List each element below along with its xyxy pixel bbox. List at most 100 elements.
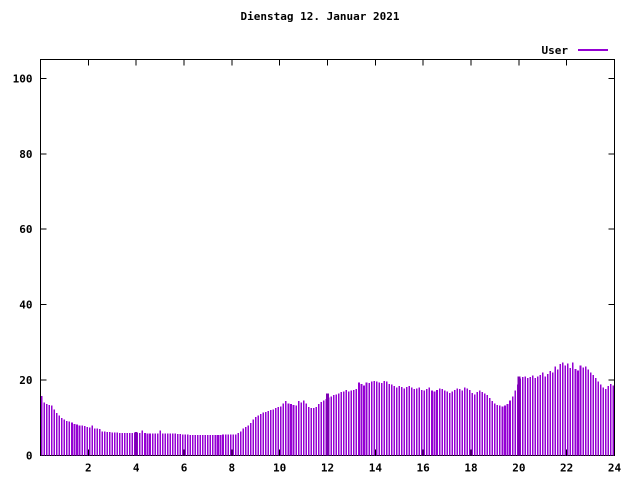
data-bar bbox=[53, 409, 56, 456]
data-bar bbox=[244, 426, 247, 456]
data-bar bbox=[71, 422, 73, 456]
x-tick-label: 4 bbox=[133, 462, 140, 475]
data-bar bbox=[383, 380, 385, 456]
x-tick-label: 2 bbox=[85, 462, 92, 475]
data-bar bbox=[531, 375, 534, 456]
data-bar bbox=[411, 387, 413, 456]
data-bar bbox=[247, 425, 249, 456]
data-bar bbox=[373, 380, 375, 456]
data-bar bbox=[267, 411, 270, 456]
data-bar bbox=[192, 434, 194, 456]
data-bar bbox=[83, 426, 86, 456]
data-bar bbox=[312, 407, 315, 456]
data-bar bbox=[161, 433, 164, 456]
data-bar bbox=[131, 432, 134, 456]
data-bar bbox=[544, 376, 547, 456]
data-bar bbox=[451, 391, 453, 456]
data-bar bbox=[184, 434, 187, 456]
data-bar bbox=[181, 434, 184, 456]
data-bar bbox=[491, 401, 494, 456]
data-bar bbox=[400, 386, 403, 456]
data-bar bbox=[144, 432, 146, 456]
data-bar bbox=[237, 432, 239, 456]
y-tick-label: 0 bbox=[26, 450, 33, 463]
data-bar bbox=[463, 387, 466, 456]
legend-label: User bbox=[542, 44, 569, 57]
data-bar bbox=[149, 433, 151, 456]
data-bar bbox=[68, 421, 71, 456]
data-bar bbox=[277, 407, 280, 456]
data-bar bbox=[322, 400, 325, 456]
data-bar bbox=[179, 434, 181, 456]
y-tick-label: 20 bbox=[19, 374, 32, 387]
data-bar bbox=[305, 403, 307, 456]
data-bar bbox=[199, 434, 202, 456]
data-bar bbox=[207, 435, 209, 456]
data-bar bbox=[204, 435, 207, 456]
data-bar bbox=[453, 389, 456, 456]
data-bar bbox=[479, 390, 481, 456]
data-bar bbox=[388, 383, 390, 456]
data-bar bbox=[91, 425, 93, 456]
data-bar bbox=[484, 393, 486, 456]
data-bar bbox=[242, 428, 244, 456]
data-bar bbox=[393, 386, 395, 456]
x-tick-label: 12 bbox=[321, 462, 334, 475]
data-bar bbox=[202, 435, 204, 456]
data-bar bbox=[395, 387, 398, 456]
data-bar bbox=[433, 391, 436, 456]
data-bar bbox=[116, 432, 119, 456]
data-bar bbox=[343, 391, 345, 456]
data-bar bbox=[292, 404, 295, 456]
data-bar bbox=[441, 389, 443, 456]
x-tick-label: 8 bbox=[229, 462, 236, 475]
data-bar bbox=[526, 377, 529, 456]
data-bar bbox=[302, 400, 305, 456]
x-tick-label: 20 bbox=[512, 462, 525, 475]
data-bar bbox=[212, 435, 214, 456]
data-bar bbox=[287, 403, 290, 456]
data-bar bbox=[509, 400, 511, 456]
data-bar bbox=[219, 435, 222, 456]
data-bar bbox=[486, 395, 489, 456]
data-bar bbox=[174, 433, 176, 456]
data-bar bbox=[300, 402, 302, 456]
data-bar bbox=[227, 434, 229, 456]
data-bar bbox=[549, 371, 552, 456]
data-bar bbox=[63, 419, 66, 456]
data-bar bbox=[46, 404, 48, 456]
data-bar bbox=[257, 415, 260, 456]
data-bar bbox=[103, 431, 106, 456]
data-bar bbox=[521, 377, 524, 456]
boundary-spike bbox=[326, 393, 329, 456]
data-bar bbox=[260, 414, 262, 456]
data-bar bbox=[56, 412, 58, 456]
data-bar bbox=[232, 434, 234, 456]
data-bar bbox=[355, 389, 358, 456]
data-bar bbox=[265, 411, 267, 456]
data-bar bbox=[121, 432, 124, 456]
data-bar bbox=[111, 432, 114, 456]
data-bar bbox=[489, 398, 491, 456]
x-tick-label: 24 bbox=[608, 462, 622, 475]
data-bar bbox=[539, 374, 542, 456]
data-bar bbox=[368, 383, 370, 456]
data-bar bbox=[187, 434, 189, 456]
data-bar bbox=[234, 434, 237, 456]
data-bar bbox=[156, 433, 159, 456]
data-bar bbox=[582, 367, 584, 456]
data-bar bbox=[406, 386, 408, 456]
data-bar bbox=[506, 404, 509, 456]
data-bar bbox=[282, 403, 285, 456]
data-bar bbox=[290, 404, 292, 456]
data-bar bbox=[436, 389, 438, 456]
data-bar bbox=[146, 433, 149, 456]
data-bar bbox=[501, 406, 504, 456]
data-bar bbox=[557, 369, 559, 456]
y-tick-label: 40 bbox=[19, 299, 32, 312]
data-bar bbox=[547, 374, 549, 456]
data-bar bbox=[129, 432, 131, 456]
data-bar bbox=[579, 365, 582, 456]
data-bar bbox=[176, 434, 179, 456]
